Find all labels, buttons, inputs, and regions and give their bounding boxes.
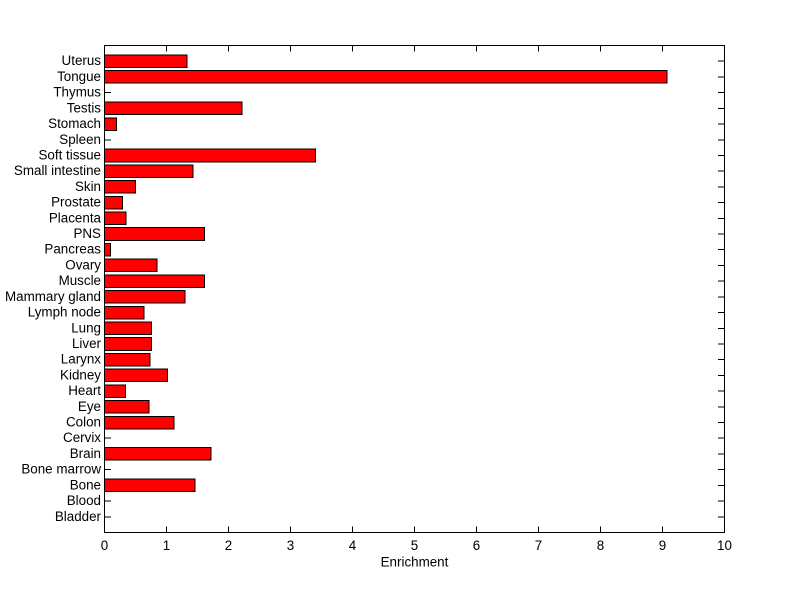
- svg-text:Tongue: Tongue: [57, 69, 101, 84]
- svg-text:Ovary: Ovary: [65, 257, 101, 272]
- svg-text:Skin: Skin: [75, 179, 101, 194]
- svg-text:Enrichment: Enrichment: [381, 555, 449, 570]
- svg-text:Bladder: Bladder: [55, 509, 102, 524]
- svg-text:Cervix: Cervix: [63, 430, 101, 445]
- svg-text:Blood: Blood: [67, 493, 101, 508]
- svg-text:Uterus: Uterus: [62, 53, 102, 68]
- svg-text:Bone: Bone: [70, 477, 101, 492]
- svg-text:4: 4: [349, 538, 357, 553]
- svg-text:Small intestine: Small intestine: [14, 163, 101, 178]
- svg-text:Prostate: Prostate: [51, 195, 101, 210]
- svg-text:5: 5: [411, 538, 418, 553]
- svg-text:10: 10: [717, 538, 732, 553]
- svg-text:Brain: Brain: [70, 446, 101, 461]
- svg-text:Kidney: Kidney: [60, 367, 101, 382]
- svg-text:2: 2: [225, 538, 232, 553]
- svg-text:Stomach: Stomach: [48, 116, 101, 131]
- svg-text:3: 3: [287, 538, 294, 553]
- svg-text:Mammary gland: Mammary gland: [5, 289, 101, 304]
- svg-text:Pancreas: Pancreas: [44, 242, 101, 257]
- svg-text:Eye: Eye: [78, 399, 101, 414]
- svg-text:Liver: Liver: [72, 336, 102, 351]
- svg-text:Muscle: Muscle: [59, 273, 101, 288]
- svg-text:Heart: Heart: [68, 383, 101, 398]
- svg-text:Bone marrow: Bone marrow: [21, 462, 101, 477]
- svg-text:8: 8: [597, 538, 604, 553]
- svg-text:Spleen: Spleen: [59, 132, 101, 147]
- svg-text:Placenta: Placenta: [49, 210, 102, 225]
- svg-text:PNS: PNS: [73, 226, 101, 241]
- svg-text:Lung: Lung: [71, 320, 101, 335]
- svg-text:1: 1: [163, 538, 170, 553]
- svg-text:Lymph node: Lymph node: [28, 305, 101, 320]
- svg-text:Larynx: Larynx: [61, 352, 101, 367]
- svg-text:Thymus: Thymus: [53, 85, 101, 100]
- svg-text:7: 7: [535, 538, 542, 553]
- svg-text:Colon: Colon: [66, 415, 101, 430]
- svg-text:Soft tissue: Soft tissue: [38, 147, 101, 162]
- svg-text:6: 6: [473, 538, 480, 553]
- svg-text:Testis: Testis: [67, 100, 102, 115]
- svg-text:9: 9: [659, 538, 666, 553]
- svg-text:0: 0: [101, 538, 108, 553]
